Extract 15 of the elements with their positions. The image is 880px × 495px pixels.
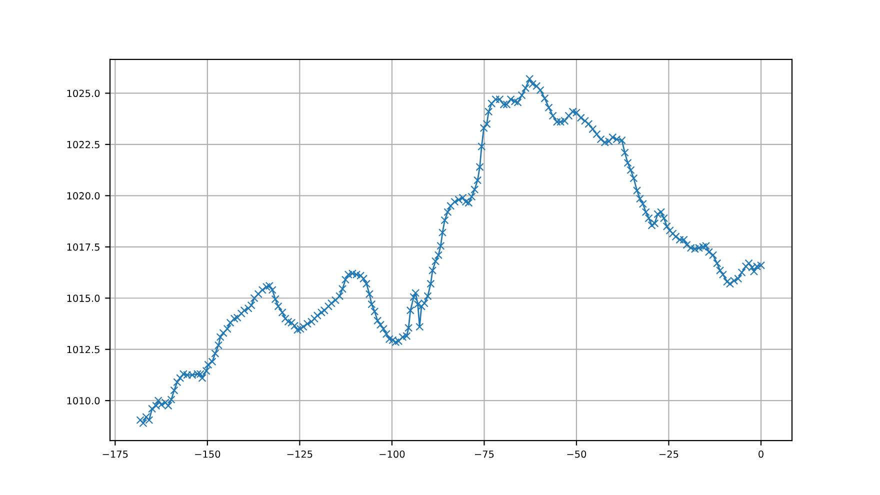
x-tick-label: −50 — [567, 450, 586, 458]
x-tick-label: −125 — [287, 450, 312, 458]
x-tick-label: 0 — [758, 450, 764, 458]
x-tick-label: −75 — [474, 450, 494, 458]
y-tick-label: 1017.5 — [67, 243, 100, 251]
y-tick-label: 1022.5 — [67, 140, 100, 148]
y-tick-label: 1015.0 — [67, 294, 100, 302]
y-tick-label: 1025.0 — [67, 90, 100, 98]
x-tick-label: −100 — [380, 450, 405, 458]
y-tick-label: 1012.5 — [67, 346, 100, 354]
x-tick-label: −150 — [195, 450, 220, 458]
y-tick-label: 1020.0 — [67, 192, 100, 200]
y-tick-label: 1010.0 — [67, 397, 100, 404]
x-tick-label: −175 — [102, 450, 128, 458]
x-tick-label: −25 — [660, 450, 678, 458]
